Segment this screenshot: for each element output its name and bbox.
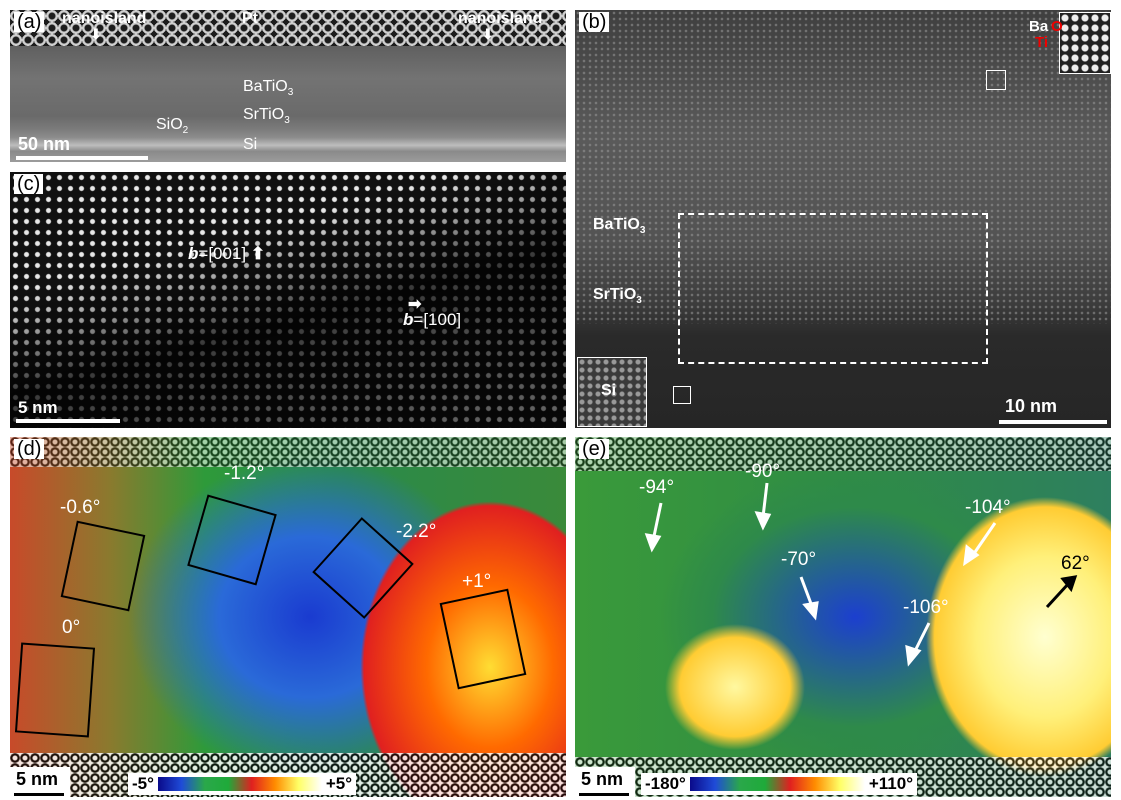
inset-lattice-image [1059, 12, 1111, 74]
noise-top [575, 437, 1111, 471]
roi-box [439, 588, 527, 690]
inset-o-label: O [1051, 18, 1063, 35]
noise-top [10, 437, 566, 467]
panel-c-hrstem-image: (c) b=[001] ⬆ b=[100] ➡ 5 nm [10, 172, 566, 428]
angle-label: -2.2° [396, 521, 437, 542]
batio3-label: BaTiO3 [243, 78, 294, 99]
panel-b-label: (b) [579, 12, 610, 32]
scale-bar-label: 5 nm [16, 769, 59, 789]
colorbar-min-label: -5° [132, 774, 154, 793]
pt-label: Pt [242, 10, 258, 27]
panel-b-stem-image: (b) Ba O Ti BaTiO3 SrTiO3 Si 10 nm [575, 10, 1111, 428]
inset-ba-label: Ba [1029, 18, 1049, 35]
si-label: Si [601, 382, 617, 399]
scale-bar [16, 156, 148, 160]
burgers-vector-label-1: b=[001] ⬆ [188, 244, 266, 263]
arrow-icon [971, 522, 997, 556]
scale-bar-label: 5 nm [581, 769, 624, 789]
burgers-vector-label-2: b=[100] [403, 310, 462, 329]
shading [10, 172, 566, 428]
lattice-texture [575, 10, 1111, 324]
sio2-label: SiO2 [156, 116, 189, 137]
arrow-down-icon: ⬇ [90, 26, 102, 42]
panel-c-label: (c) [14, 174, 44, 194]
scale-bar [16, 419, 120, 423]
angle-label: -70° [781, 549, 817, 570]
colorbar-min-label: -180° [645, 774, 686, 793]
scale-bar [14, 793, 64, 796]
srtio3-label: SrTiO3 [243, 106, 290, 127]
roi-box [60, 520, 146, 612]
pt-layer [10, 10, 566, 46]
scale-bar-box: 5 nm [10, 767, 70, 797]
colorbar-max-label: +110° [868, 774, 913, 793]
si-label: Si [243, 136, 258, 153]
inset-marker-box [986, 70, 1006, 90]
arrow-down-icon: ⬇ [482, 26, 494, 42]
panel-d-label: (d) [14, 439, 45, 459]
batio3-label: BaTiO3 [593, 216, 646, 237]
arrowhead-icon [802, 601, 819, 621]
colorbar: -180° +110° [641, 773, 917, 795]
si-inset-image [577, 357, 647, 427]
panel-e-rotation-map: (e) -94° -90° -104° -70° -106° 62° 5 nm … [575, 437, 1111, 797]
panel-e-label: (e) [579, 439, 610, 459]
nanoisland-left-label: nanoisland [62, 10, 147, 27]
angle-label: +1° [462, 571, 492, 592]
panel-d-rotation-map: (d) -0.6° -1.2° -2.2° +1° 0° 5 nm -5° +5… [10, 437, 566, 797]
arrows-overlay [644, 482, 1078, 667]
arrow-right-icon: ➡ [408, 296, 422, 313]
arrow-icon [651, 502, 663, 542]
scale-bar [999, 420, 1107, 424]
roi-box [14, 642, 96, 738]
arrow-icon [1045, 581, 1071, 609]
scale-bar-label: 5 nm [18, 398, 58, 417]
inset-ti-label: Ti [1035, 34, 1049, 51]
arrowhead-icon [754, 511, 772, 531]
arrowhead-icon [1060, 575, 1078, 593]
scale-bar [579, 793, 629, 796]
angle-label: -104° [965, 497, 1011, 518]
angle-label: -0.6° [60, 497, 101, 518]
angle-label: -1.2° [224, 463, 265, 484]
angle-label: -90° [745, 461, 781, 482]
scale-bar-label: 10 nm [1005, 396, 1058, 416]
colorbar-gradient [157, 777, 322, 791]
srtio3-label: SrTiO3 [593, 286, 642, 307]
arrowhead-icon [963, 544, 980, 567]
angle-label: -94° [639, 477, 675, 498]
colorbar-max-label: +5° [325, 774, 352, 793]
arrow-icon [761, 482, 769, 518]
scale-bar-box: 5 nm [575, 767, 635, 797]
roi-box [187, 494, 277, 586]
dashed-region-box [678, 213, 988, 364]
arrowhead-icon [644, 533, 662, 553]
angle-label: -106° [903, 597, 949, 618]
angle-label: 0° [62, 617, 81, 638]
panel-a-sem-image: (a) nanoisland ⬇ Pt nanoisland ⬇ BaTiO3 … [10, 10, 566, 162]
arrowhead-icon [905, 644, 922, 667]
scale-bar-label: 50 nm [18, 134, 71, 154]
colorbar-gradient [689, 777, 865, 791]
angle-label: 62° [1061, 553, 1090, 574]
colorbar: -5° +5° [128, 773, 356, 795]
nanoisland-right-label: nanoisland [458, 10, 543, 27]
si-marker-box [673, 386, 691, 404]
panel-a-label: (a) [14, 12, 45, 32]
